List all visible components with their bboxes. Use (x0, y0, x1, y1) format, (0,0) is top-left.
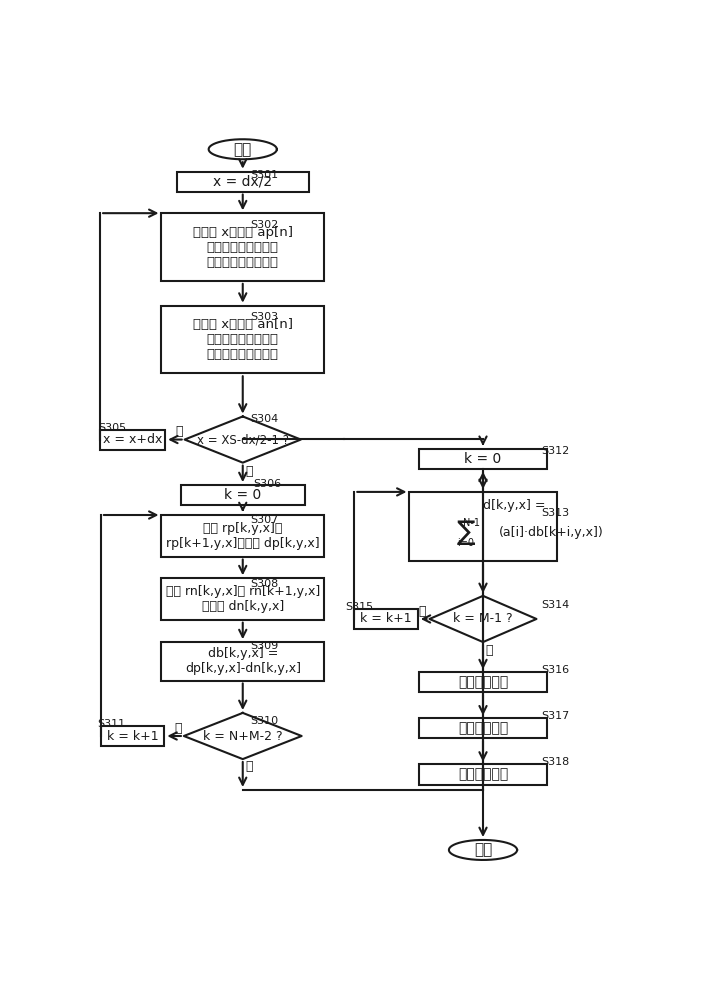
Bar (180, 485, 305, 505)
Text: 估计弹性模量: 估计弹性模量 (458, 721, 508, 735)
Text: S301: S301 (251, 170, 279, 180)
Text: S308: S308 (251, 579, 279, 589)
Text: 估计传播速度: 估计传播速度 (458, 675, 508, 689)
Text: 结束: 结束 (474, 842, 492, 857)
Bar (161, 306, 324, 373)
Text: S304: S304 (251, 414, 279, 424)
Text: i=0: i=0 (458, 538, 475, 548)
Text: k = k+1: k = k+1 (360, 612, 412, 625)
Text: S317: S317 (541, 711, 569, 721)
Text: 否: 否 (176, 425, 183, 438)
Polygon shape (208, 139, 277, 159)
Polygon shape (449, 840, 517, 860)
Text: S313: S313 (541, 508, 569, 518)
Text: 针对线 x，基于 ap[n]
输出推压脉冲、输出
跟踪脉冲并接收回波: 针对线 x，基于 ap[n] 输出推压脉冲、输出 跟踪脉冲并接收回波 (193, 226, 293, 269)
Text: 是: 是 (245, 760, 253, 773)
Text: S302: S302 (251, 220, 279, 230)
Bar (161, 578, 324, 620)
Text: k = k+1: k = k+1 (107, 730, 159, 742)
Text: S303: S303 (251, 312, 279, 322)
Text: k = N+M-2 ?: k = N+M-2 ? (203, 730, 283, 742)
Bar (355, 609, 418, 629)
Text: 根据 rn[k,y,x]和 rn[k+1,y,x]
来计算 dn[k,y,x]: 根据 rn[k,y,x]和 rn[k+1,y,x] 来计算 dn[k,y,x] (166, 585, 320, 613)
Text: 是: 是 (486, 644, 493, 657)
Text: k = 0: k = 0 (224, 488, 261, 502)
Text: S309: S309 (251, 641, 279, 651)
Bar (409, 492, 557, 561)
Text: S314: S314 (541, 600, 569, 610)
Bar (161, 642, 324, 681)
Bar (161, 515, 324, 557)
Bar (101, 726, 164, 746)
Text: k = M-1 ?: k = M-1 ? (453, 612, 513, 625)
Bar (419, 764, 547, 785)
Bar (177, 172, 309, 192)
Text: S307: S307 (251, 515, 279, 525)
Text: 否: 否 (419, 605, 426, 618)
Polygon shape (184, 713, 302, 759)
Text: 根据 rp[k,y,x]和
rp[k+1,y,x]来计算 dp[k,y,x]: 根据 rp[k,y,x]和 rp[k+1,y,x]来计算 dp[k,y,x] (166, 522, 319, 550)
Text: S310: S310 (251, 716, 279, 726)
Text: (a[i]·db[k+i,y,x]): (a[i]·db[k+i,y,x]) (498, 526, 603, 539)
Text: k = 0: k = 0 (465, 452, 502, 466)
Text: 是: 是 (245, 465, 253, 478)
Text: S316: S316 (541, 665, 569, 675)
Text: S311: S311 (97, 719, 125, 729)
Text: 针对线 x，基于 an[n]
输出推压脉冲、输出
跟踪脉冲并接收回波: 针对线 x，基于 an[n] 输出推压脉冲、输出 跟踪脉冲并接收回波 (193, 318, 293, 361)
Bar (419, 449, 547, 469)
Bar (419, 718, 547, 738)
Text: 显示弹性模量: 显示弹性模量 (458, 768, 508, 782)
Text: S315: S315 (345, 602, 373, 612)
Text: $\sum$: $\sum$ (456, 518, 476, 547)
Bar (419, 672, 547, 692)
Polygon shape (430, 596, 536, 642)
Text: S312: S312 (541, 446, 569, 456)
Text: S306: S306 (253, 479, 282, 489)
Text: x = dx/2: x = dx/2 (213, 175, 272, 189)
Text: 否: 否 (175, 722, 183, 735)
Text: d[k,y,x] =: d[k,y,x] = (483, 498, 545, 512)
Polygon shape (185, 416, 301, 463)
Text: db[k,y,x] =
dp[k,y,x]-dn[k,y,x]: db[k,y,x] = dp[k,y,x]-dn[k,y,x] (185, 647, 300, 675)
Text: 开始: 开始 (234, 142, 252, 157)
Bar (161, 213, 324, 281)
Text: S305: S305 (98, 423, 126, 433)
Text: S318: S318 (541, 757, 569, 767)
Bar (100, 430, 165, 450)
Text: N-1: N-1 (463, 518, 480, 528)
Text: x = x+dx: x = x+dx (103, 433, 162, 446)
Text: x = XS-dx/2-1 ?: x = XS-dx/2-1 ? (197, 433, 289, 446)
